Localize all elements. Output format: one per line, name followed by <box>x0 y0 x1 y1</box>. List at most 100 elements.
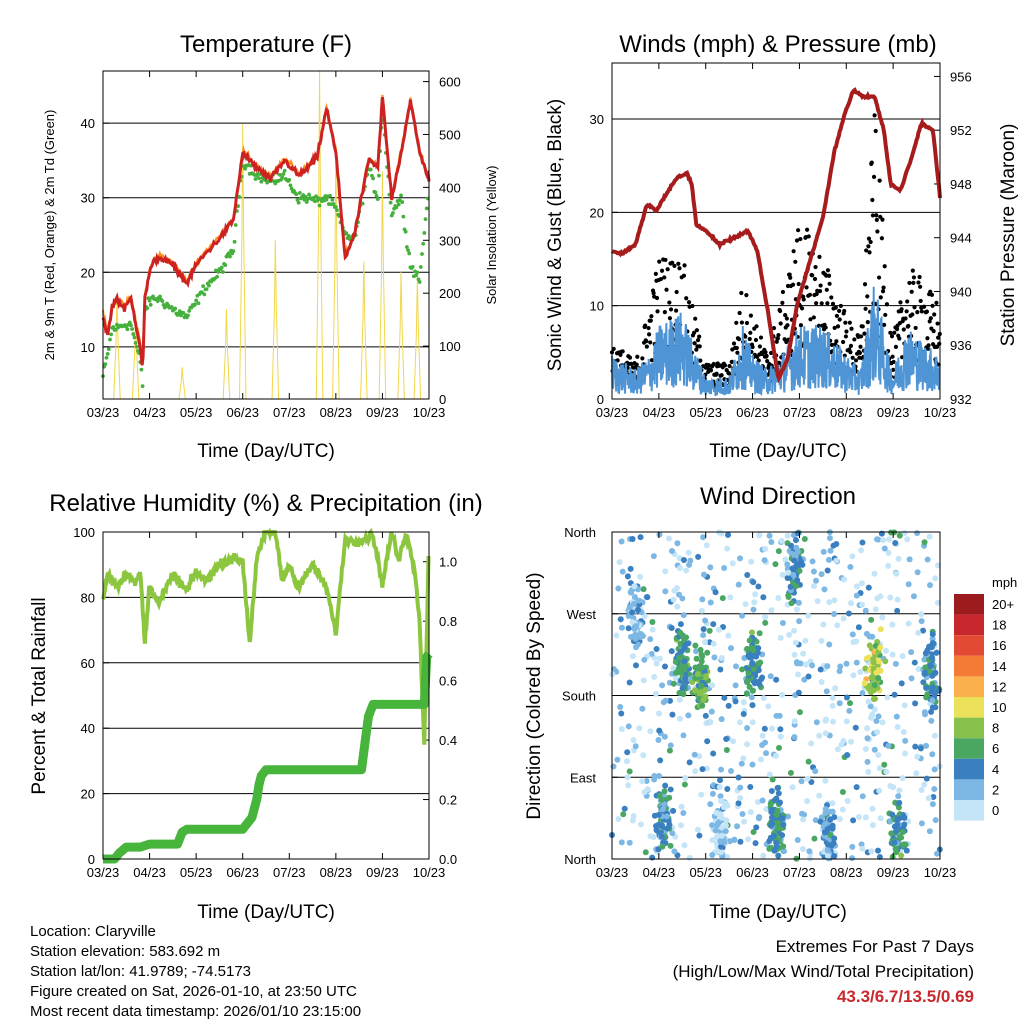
direction-point <box>863 655 870 662</box>
dewpoint-point <box>302 197 307 202</box>
dewpoint-point <box>399 193 403 198</box>
direction-point <box>784 532 791 539</box>
direction-point <box>794 660 801 667</box>
gust-point <box>611 346 616 352</box>
direction-point <box>875 713 882 720</box>
direction-point <box>702 617 709 624</box>
direction-point <box>761 557 768 564</box>
direction-point <box>847 563 854 570</box>
direction-point <box>641 789 648 796</box>
dewpoint-point <box>169 305 174 309</box>
gust-point <box>647 332 652 337</box>
gust-point <box>674 289 679 295</box>
dewpoint-point <box>307 192 311 197</box>
gust-point <box>930 303 935 308</box>
dewpoint-point <box>400 200 405 204</box>
gust-point <box>864 248 869 253</box>
direction-point <box>934 562 941 569</box>
x-tick-label: 07/23 <box>273 865 306 880</box>
direction-point <box>855 624 862 631</box>
direction-point <box>789 565 796 572</box>
direction-point <box>792 639 799 646</box>
direction-point <box>801 536 808 543</box>
direction-point <box>748 558 755 565</box>
direction-point <box>929 672 936 679</box>
colorbar-label: 10 <box>992 700 1006 715</box>
direction-point <box>923 685 930 692</box>
direction-point <box>717 666 724 673</box>
direction-point <box>773 712 780 719</box>
gust-point <box>692 341 697 346</box>
gust-point <box>774 339 779 344</box>
gust-point <box>910 268 915 273</box>
gust-point <box>870 213 876 218</box>
direction-point <box>614 756 621 763</box>
direction-point <box>739 666 746 673</box>
dewpoint-point <box>360 201 365 206</box>
direction-point <box>682 675 689 682</box>
direction-point <box>691 687 698 694</box>
direction-point <box>931 786 938 793</box>
direction-point <box>906 556 913 563</box>
direction-point <box>655 811 662 818</box>
direction-point <box>700 632 707 639</box>
y2-tick-label: 300 <box>439 233 461 248</box>
gust-point <box>664 287 669 292</box>
direction-point <box>746 683 753 690</box>
gust-point <box>880 289 886 294</box>
direction-point <box>740 755 747 762</box>
dewpoint-point <box>328 193 332 198</box>
direction-point <box>856 813 863 820</box>
dewpoint-point <box>160 299 165 304</box>
y-tick-label: 30 <box>590 112 604 127</box>
direction-point <box>912 700 919 707</box>
direction-point <box>659 682 666 689</box>
gust-point <box>691 330 697 335</box>
direction-point <box>649 626 656 633</box>
direction-point <box>841 576 848 583</box>
direction-point <box>886 536 893 543</box>
direction-point <box>685 712 692 719</box>
dewpoint-point <box>193 302 197 307</box>
gust-point <box>824 287 829 292</box>
gust-point <box>819 301 824 306</box>
direction-point <box>670 680 677 687</box>
direction-point <box>756 532 763 539</box>
direction-point <box>722 800 729 807</box>
temperature-y2label: Solar Insolation (Yellow) <box>484 166 499 305</box>
direction-point <box>637 573 644 580</box>
direction-point <box>881 545 888 552</box>
direction-point <box>809 662 816 669</box>
x-tick-label: 10/23 <box>924 405 957 420</box>
dewpoint-point <box>181 310 186 315</box>
direction-point <box>873 717 880 724</box>
dewpoint-point <box>368 167 373 172</box>
direction-point <box>865 768 872 775</box>
direction-point <box>774 807 781 814</box>
direction-point <box>658 823 665 830</box>
gust-point <box>881 285 886 290</box>
gust-point <box>801 297 806 302</box>
colorbar-swatch <box>954 676 984 697</box>
gust-point <box>837 317 842 322</box>
direction-point <box>702 712 709 719</box>
gust-point <box>805 227 810 232</box>
direction-point <box>667 742 674 749</box>
dewpoint-point <box>414 273 419 278</box>
direction-point <box>779 571 786 578</box>
direction-point <box>822 809 829 816</box>
dewpoint-point <box>375 197 380 202</box>
direction-point <box>871 695 878 702</box>
dewpoint-point <box>186 313 190 318</box>
direction-point <box>859 690 866 697</box>
dewpoint-point <box>148 302 153 307</box>
gust-point <box>832 325 837 330</box>
direction-point <box>723 747 730 754</box>
direction-point <box>799 810 806 817</box>
direction-point <box>850 672 857 679</box>
direction-point <box>718 766 725 773</box>
dewpoint-point <box>420 252 424 256</box>
gust-point <box>918 298 923 304</box>
dewpoint-point <box>394 205 399 210</box>
direction-point <box>674 603 681 610</box>
